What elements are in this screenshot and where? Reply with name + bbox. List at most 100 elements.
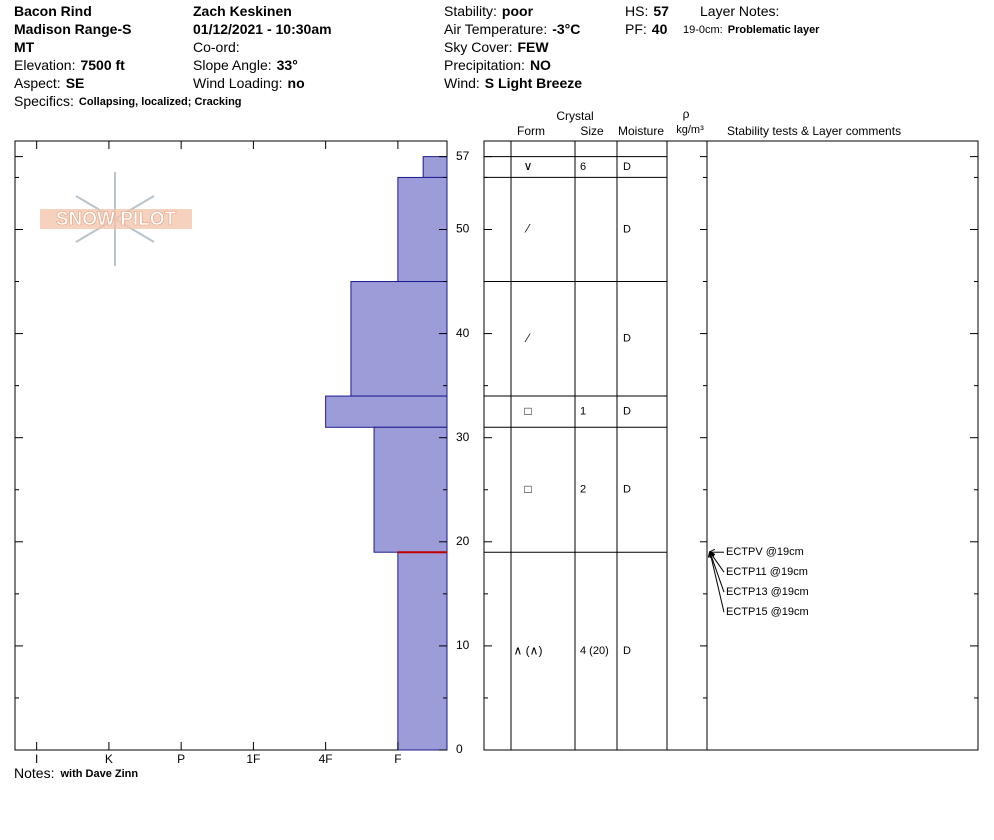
logo: SNOW PILOT — [40, 172, 192, 266]
field-value: Collapsing, localized; Cracking — [79, 96, 242, 108]
grain-form: ⁄ — [524, 331, 531, 345]
stability-test: ECTP15 @19cm — [726, 606, 809, 618]
field-value: Madison Range-S — [14, 21, 131, 37]
field-label: Air Temperature: — [444, 21, 547, 37]
header-field: Co-ord: — [193, 39, 240, 55]
moisture: D — [623, 645, 631, 657]
notes-label: Notes: — [14, 765, 54, 781]
field-value: 57 — [653, 3, 669, 19]
header-field: MT — [14, 39, 35, 55]
y-tick-label: 10 — [456, 638, 470, 652]
stability-test: ECTPV @19cm — [726, 546, 804, 558]
grain-size: 4 (20) — [580, 645, 609, 657]
field-label: Wind Loading: — [193, 75, 283, 91]
field-label: Aspect: — [14, 75, 61, 91]
field-value: Bacon Rind — [14, 3, 92, 19]
field-value: -3°C — [552, 21, 580, 37]
x-tick-label: 1F — [246, 752, 260, 766]
field-label: Layer Notes: — [700, 3, 779, 19]
header-field: Slope Angle: 33° — [193, 57, 298, 73]
field-label: Stability: — [444, 3, 497, 19]
y-tick-label: 20 — [456, 534, 470, 548]
field-value: 33° — [277, 57, 298, 73]
grain-form: ⁄ — [524, 222, 531, 236]
moisture: D — [623, 161, 631, 173]
field-value: 7500 ft — [80, 57, 125, 73]
header-field: 01/12/2021 - 10:30am — [193, 21, 332, 37]
grain-form: ∧ (∧) — [514, 643, 543, 657]
header-field: Sky Cover: FEW — [444, 39, 549, 55]
x-tick-label: I — [35, 752, 38, 766]
moisture: D — [623, 223, 631, 235]
field-value: FEW — [517, 39, 549, 55]
field-value: no — [288, 75, 305, 91]
y-tick-label: 57 — [456, 149, 470, 163]
grain-size: 2 — [580, 484, 586, 496]
field-label: Wind: — [444, 75, 480, 91]
field-value: Problematic layer — [728, 24, 820, 36]
moisture: D — [623, 333, 631, 345]
header-field: 19-0cm: Problematic layer — [683, 24, 820, 36]
y-tick-label: 40 — [456, 326, 470, 340]
hardness-bar — [397, 176, 448, 283]
y-tick-label: 50 — [456, 222, 470, 236]
stability-test: ECTP13 @19cm — [726, 586, 809, 598]
header-field: Aspect: SE — [14, 75, 84, 91]
header-field: PF: 40 — [625, 21, 668, 37]
test-arrow — [710, 552, 725, 593]
grain-form: ∨ — [524, 159, 533, 173]
field-label: Specifics: — [14, 93, 74, 109]
header-field: Zach Keskinen — [193, 3, 292, 19]
col-head: Moisture — [618, 124, 664, 138]
col-head: Stability tests & Layer comments — [727, 124, 901, 138]
hardness-bar — [325, 395, 448, 428]
field-label: Slope Angle: — [193, 57, 272, 73]
field-value: SE — [66, 75, 85, 91]
y-tick-label: 0 — [456, 742, 463, 756]
header-field: Elevation: 7500 ft — [14, 57, 125, 73]
hardness-bar — [350, 281, 448, 397]
header-field: HS: 57 — [625, 3, 669, 19]
x-tick-label: P — [177, 752, 185, 766]
moisture: D — [623, 484, 631, 496]
grain-form: □ — [524, 482, 531, 496]
hardness-bar — [373, 426, 448, 553]
col-head: Form — [517, 124, 545, 138]
field-value: Zach Keskinen — [193, 3, 292, 19]
field-label: 19-0cm: — [683, 24, 723, 36]
header-field: Wind Loading: no — [193, 75, 305, 91]
field-label: Sky Cover: — [444, 39, 512, 55]
header-field: Specifics: Collapsing, localized; Crackin… — [14, 93, 242, 109]
header-field: Precipitation: NO — [444, 57, 551, 73]
x-tick-label: F — [394, 752, 401, 766]
header-field: Wind: S Light Breeze — [444, 75, 582, 91]
field-value: NO — [530, 57, 551, 73]
field-label: PF: — [625, 21, 647, 37]
x-tick-label: 4F — [319, 752, 333, 766]
field-value: 01/12/2021 - 10:30am — [193, 21, 332, 37]
hardness-bar — [422, 156, 448, 178]
header-field: Bacon Rind — [14, 3, 92, 19]
logo-text: SNOW PILOT — [56, 209, 177, 230]
header-field: Madison Range-S — [14, 21, 131, 37]
col-head: Size — [580, 124, 604, 138]
field-label: Precipitation: — [444, 57, 525, 73]
field-value: poor — [502, 3, 534, 19]
notes-value: with Dave Zinn — [59, 768, 138, 780]
notes: Notes: with Dave Zinn — [14, 765, 138, 781]
grain-form: □ — [524, 404, 531, 418]
moisture: D — [623, 406, 631, 418]
field-label: HS: — [625, 3, 648, 19]
y-tick-label: 30 — [456, 430, 470, 444]
col-head: Crystal — [556, 109, 593, 123]
table-frame — [483, 140, 979, 751]
field-label: Elevation: — [14, 57, 75, 73]
header-field: Air Temperature: -3°C — [444, 21, 580, 37]
field-value: MT — [14, 39, 35, 55]
field-value: 40 — [652, 21, 668, 37]
grain-size: 6 — [580, 161, 586, 173]
hardness-bar — [397, 551, 448, 751]
header-field: Layer Notes: — [700, 3, 779, 19]
field-value: S Light Breeze — [485, 75, 582, 91]
